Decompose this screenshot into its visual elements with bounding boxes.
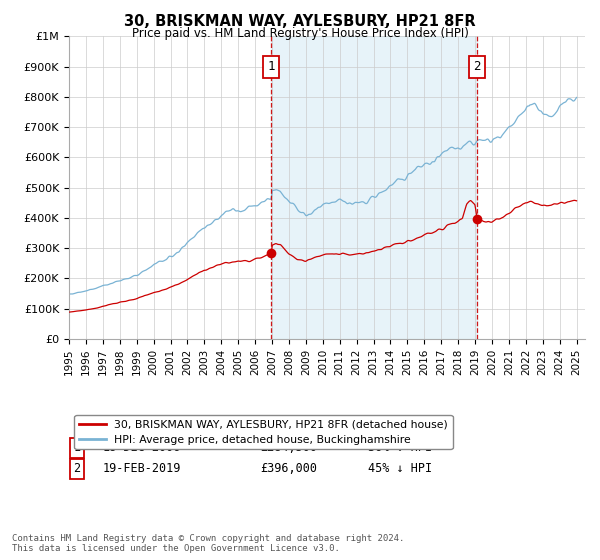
Bar xyxy=(271,36,477,339)
Text: 36% ↓ HPI: 36% ↓ HPI xyxy=(368,441,433,454)
Text: 2: 2 xyxy=(73,463,80,475)
Text: Contains HM Land Registry data © Crown copyright and database right 2024.
This d: Contains HM Land Registry data © Crown c… xyxy=(12,534,404,553)
Text: 18-DEC-2006: 18-DEC-2006 xyxy=(103,441,181,454)
Text: 1: 1 xyxy=(73,441,80,454)
Text: 19-FEB-2019: 19-FEB-2019 xyxy=(103,463,181,475)
Text: Price paid vs. HM Land Registry's House Price Index (HPI): Price paid vs. HM Land Registry's House … xyxy=(131,27,469,40)
Legend: 30, BRISKMAN WAY, AYLESBURY, HP21 8FR (detached house), HPI: Average price, deta: 30, BRISKMAN WAY, AYLESBURY, HP21 8FR (d… xyxy=(74,416,452,449)
Text: £284,500: £284,500 xyxy=(260,441,317,454)
Text: 1: 1 xyxy=(268,60,275,73)
Text: 30, BRISKMAN WAY, AYLESBURY, HP21 8FR: 30, BRISKMAN WAY, AYLESBURY, HP21 8FR xyxy=(124,14,476,29)
Text: 45% ↓ HPI: 45% ↓ HPI xyxy=(368,463,433,475)
Text: 2: 2 xyxy=(473,60,481,73)
Text: £396,000: £396,000 xyxy=(260,463,317,475)
